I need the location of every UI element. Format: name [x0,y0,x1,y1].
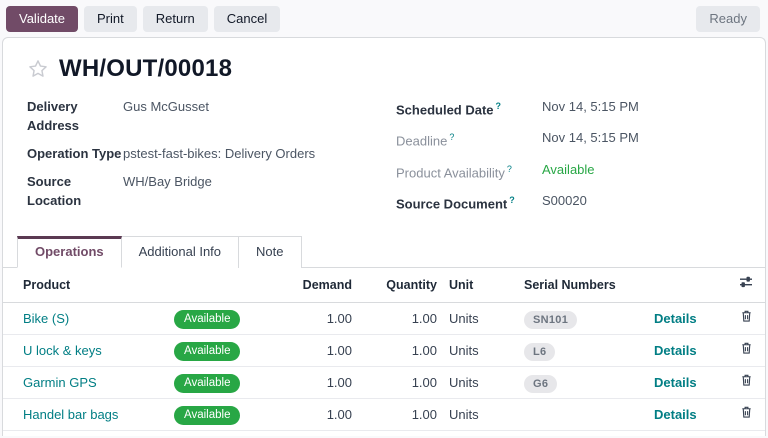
operation-type-value[interactable]: pstest-fast-bikes: Delivery Orders [123,146,316,161]
column-header-availability [168,268,283,304]
availability-badge: Available [174,406,241,426]
product-link[interactable]: Bike (S) [23,310,70,326]
availability-badge: Available [174,310,241,330]
details-link[interactable]: Details [654,406,697,422]
serial-number-tag: G6 [524,374,558,393]
notebook-tabs: Operations Additional Info Note [3,236,765,269]
fields-area: Delivery Address Gus McGusset Operation … [3,89,765,222]
demand-cell[interactable]: 1.00 [283,366,358,399]
delete-row-icon[interactable] [740,341,753,355]
quantity-cell[interactable]: 1.00 [358,366,443,399]
status-badge-ready[interactable]: Ready [696,5,760,32]
demand-cell[interactable]: 1.00 [283,398,358,431]
operation-type-label: Operation Type [27,146,122,161]
demand-cell[interactable]: 1.00 [326,310,352,326]
table-row: Bike helmets (S) Available 1.00 1.00 Uni… [3,430,765,436]
optional-columns-icon[interactable] [739,275,753,289]
availability-badge: Available [174,374,241,394]
return-button[interactable]: Return [142,5,208,32]
field-product-availability: Product Availability? Available [396,160,741,182]
field-deadline: Deadline? Nov 14, 5:15 PM [396,128,741,150]
field-operation-type: Operation Type pstest-fast-bikes: Delive… [27,144,372,163]
delete-row-icon[interactable] [740,405,753,419]
table-row: Bike (S) Available 1.00 1.00 Units SN101… [3,303,765,335]
unit-cell: Units [443,430,518,436]
field-source-location: Source Location WH/Bay Bridge [27,172,372,210]
availability-badge: Available [174,342,241,362]
delivery-address-value[interactable]: Gus McGusset [123,99,209,114]
details-link[interactable]: Details [654,374,697,390]
product-availability-label: Product Availability? [396,163,512,180]
fields-left-column: Delivery Address Gus McGusset Operation … [27,97,372,222]
tab-additional-info[interactable]: Additional Info [121,236,240,269]
page-title: WH/OUT/00018 [59,55,233,82]
form-sheet: WH/OUT/00018 Delivery Address Gus McGuss… [2,37,766,436]
quantity-cell[interactable]: 1.00 [358,430,443,436]
column-header-serial-numbers: Serial Numbers [518,268,648,304]
unit-cell: Units [443,398,518,431]
operations-table: Product Demand Quantity Unit Serial Numb… [3,268,765,436]
product-link[interactable]: U lock & keys [23,342,102,358]
column-header-demand: Demand [283,268,358,304]
column-header-unit: Unit [443,268,518,304]
deadline-value[interactable]: Nov 14, 5:15 PM [542,130,639,146]
column-header-product: Product [3,268,168,304]
favorite-star-icon[interactable] [27,58,49,80]
table-row: Handel bar bags Available 1.00 1.00 Unit… [3,398,765,431]
help-icon: ? [506,163,512,174]
unit-cell: Units [443,366,518,399]
demand-cell[interactable]: 1.00 [283,430,358,436]
quantity-cell[interactable]: 1.00 [358,398,443,431]
delivery-address-label: Delivery Address [27,99,80,133]
serial-number-tag: SN101 [524,310,578,329]
deadline-label: Deadline? [396,132,455,149]
details-link[interactable]: Details [654,310,697,326]
table-row: U lock & keys Available 1.00 1.00 Units … [3,334,765,367]
quantity-cell[interactable]: 1.00 [358,334,443,367]
details-link[interactable]: Details [654,342,697,358]
print-button[interactable]: Print [84,5,137,32]
product-availability-value: Available [542,161,595,177]
column-header-quantity: Quantity [358,268,443,304]
cancel-button[interactable]: Cancel [213,5,281,32]
field-source-document: Source Document? S00020 [396,191,741,213]
field-scheduled-date: Scheduled Date? Nov 14, 5:15 PM [396,97,741,119]
tab-operations[interactable]: Operations [17,236,122,269]
column-header-details [648,268,725,304]
delete-row-icon[interactable] [740,309,753,323]
control-panel-buttons: Validate Print Return Cancel [6,5,281,32]
demand-cell[interactable]: 1.00 [283,334,358,367]
unit-cell: Units [443,334,518,367]
serial-number-tag: L6 [524,342,556,361]
control-panel: Validate Print Return Cancel Ready [0,0,768,37]
delete-row-icon[interactable] [740,373,753,387]
source-location-value[interactable]: WH/Bay Bridge [123,174,212,189]
source-document-label: Source Document? [396,194,515,212]
tab-note[interactable]: Note [239,236,302,269]
scheduled-date-value[interactable]: Nov 14, 5:15 PM [542,99,639,114]
validate-button[interactable]: Validate [6,5,79,32]
source-location-label: Source Location [27,174,82,208]
help-icon: ? [509,194,515,205]
optional-columns-header [725,268,765,304]
product-link[interactable]: Handel bar bags [23,406,119,422]
title-row: WH/OUT/00018 [3,38,765,89]
product-link[interactable]: Garmin GPS [23,374,97,390]
fields-right-column: Scheduled Date? Nov 14, 5:15 PM Deadline… [396,97,741,222]
help-icon: ? [495,101,502,111]
source-document-value[interactable]: S00020 [542,192,587,208]
table-header-row: Product Demand Quantity Unit Serial Numb… [3,268,765,304]
quantity-cell[interactable]: 1.00 [411,310,437,326]
table-row: Garmin GPS Available 1.00 1.00 Units G6 … [3,366,765,399]
scheduled-date-label: Scheduled Date? [396,101,502,118]
field-delivery-address: Delivery Address Gus McGusset [27,97,372,135]
help-icon: ? [449,132,455,143]
unit-cell: Units [449,310,479,326]
